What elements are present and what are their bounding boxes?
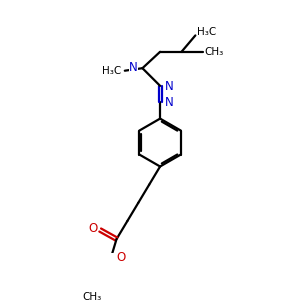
- Text: H₃C: H₃C: [196, 27, 216, 38]
- Text: N: N: [129, 61, 138, 74]
- Text: CH₃: CH₃: [82, 292, 101, 300]
- Text: N: N: [165, 80, 173, 93]
- Text: H₃C: H₃C: [102, 66, 121, 76]
- Text: N: N: [165, 96, 173, 109]
- Text: CH₃: CH₃: [204, 47, 224, 57]
- Text: O: O: [117, 251, 126, 264]
- Text: O: O: [88, 222, 97, 235]
